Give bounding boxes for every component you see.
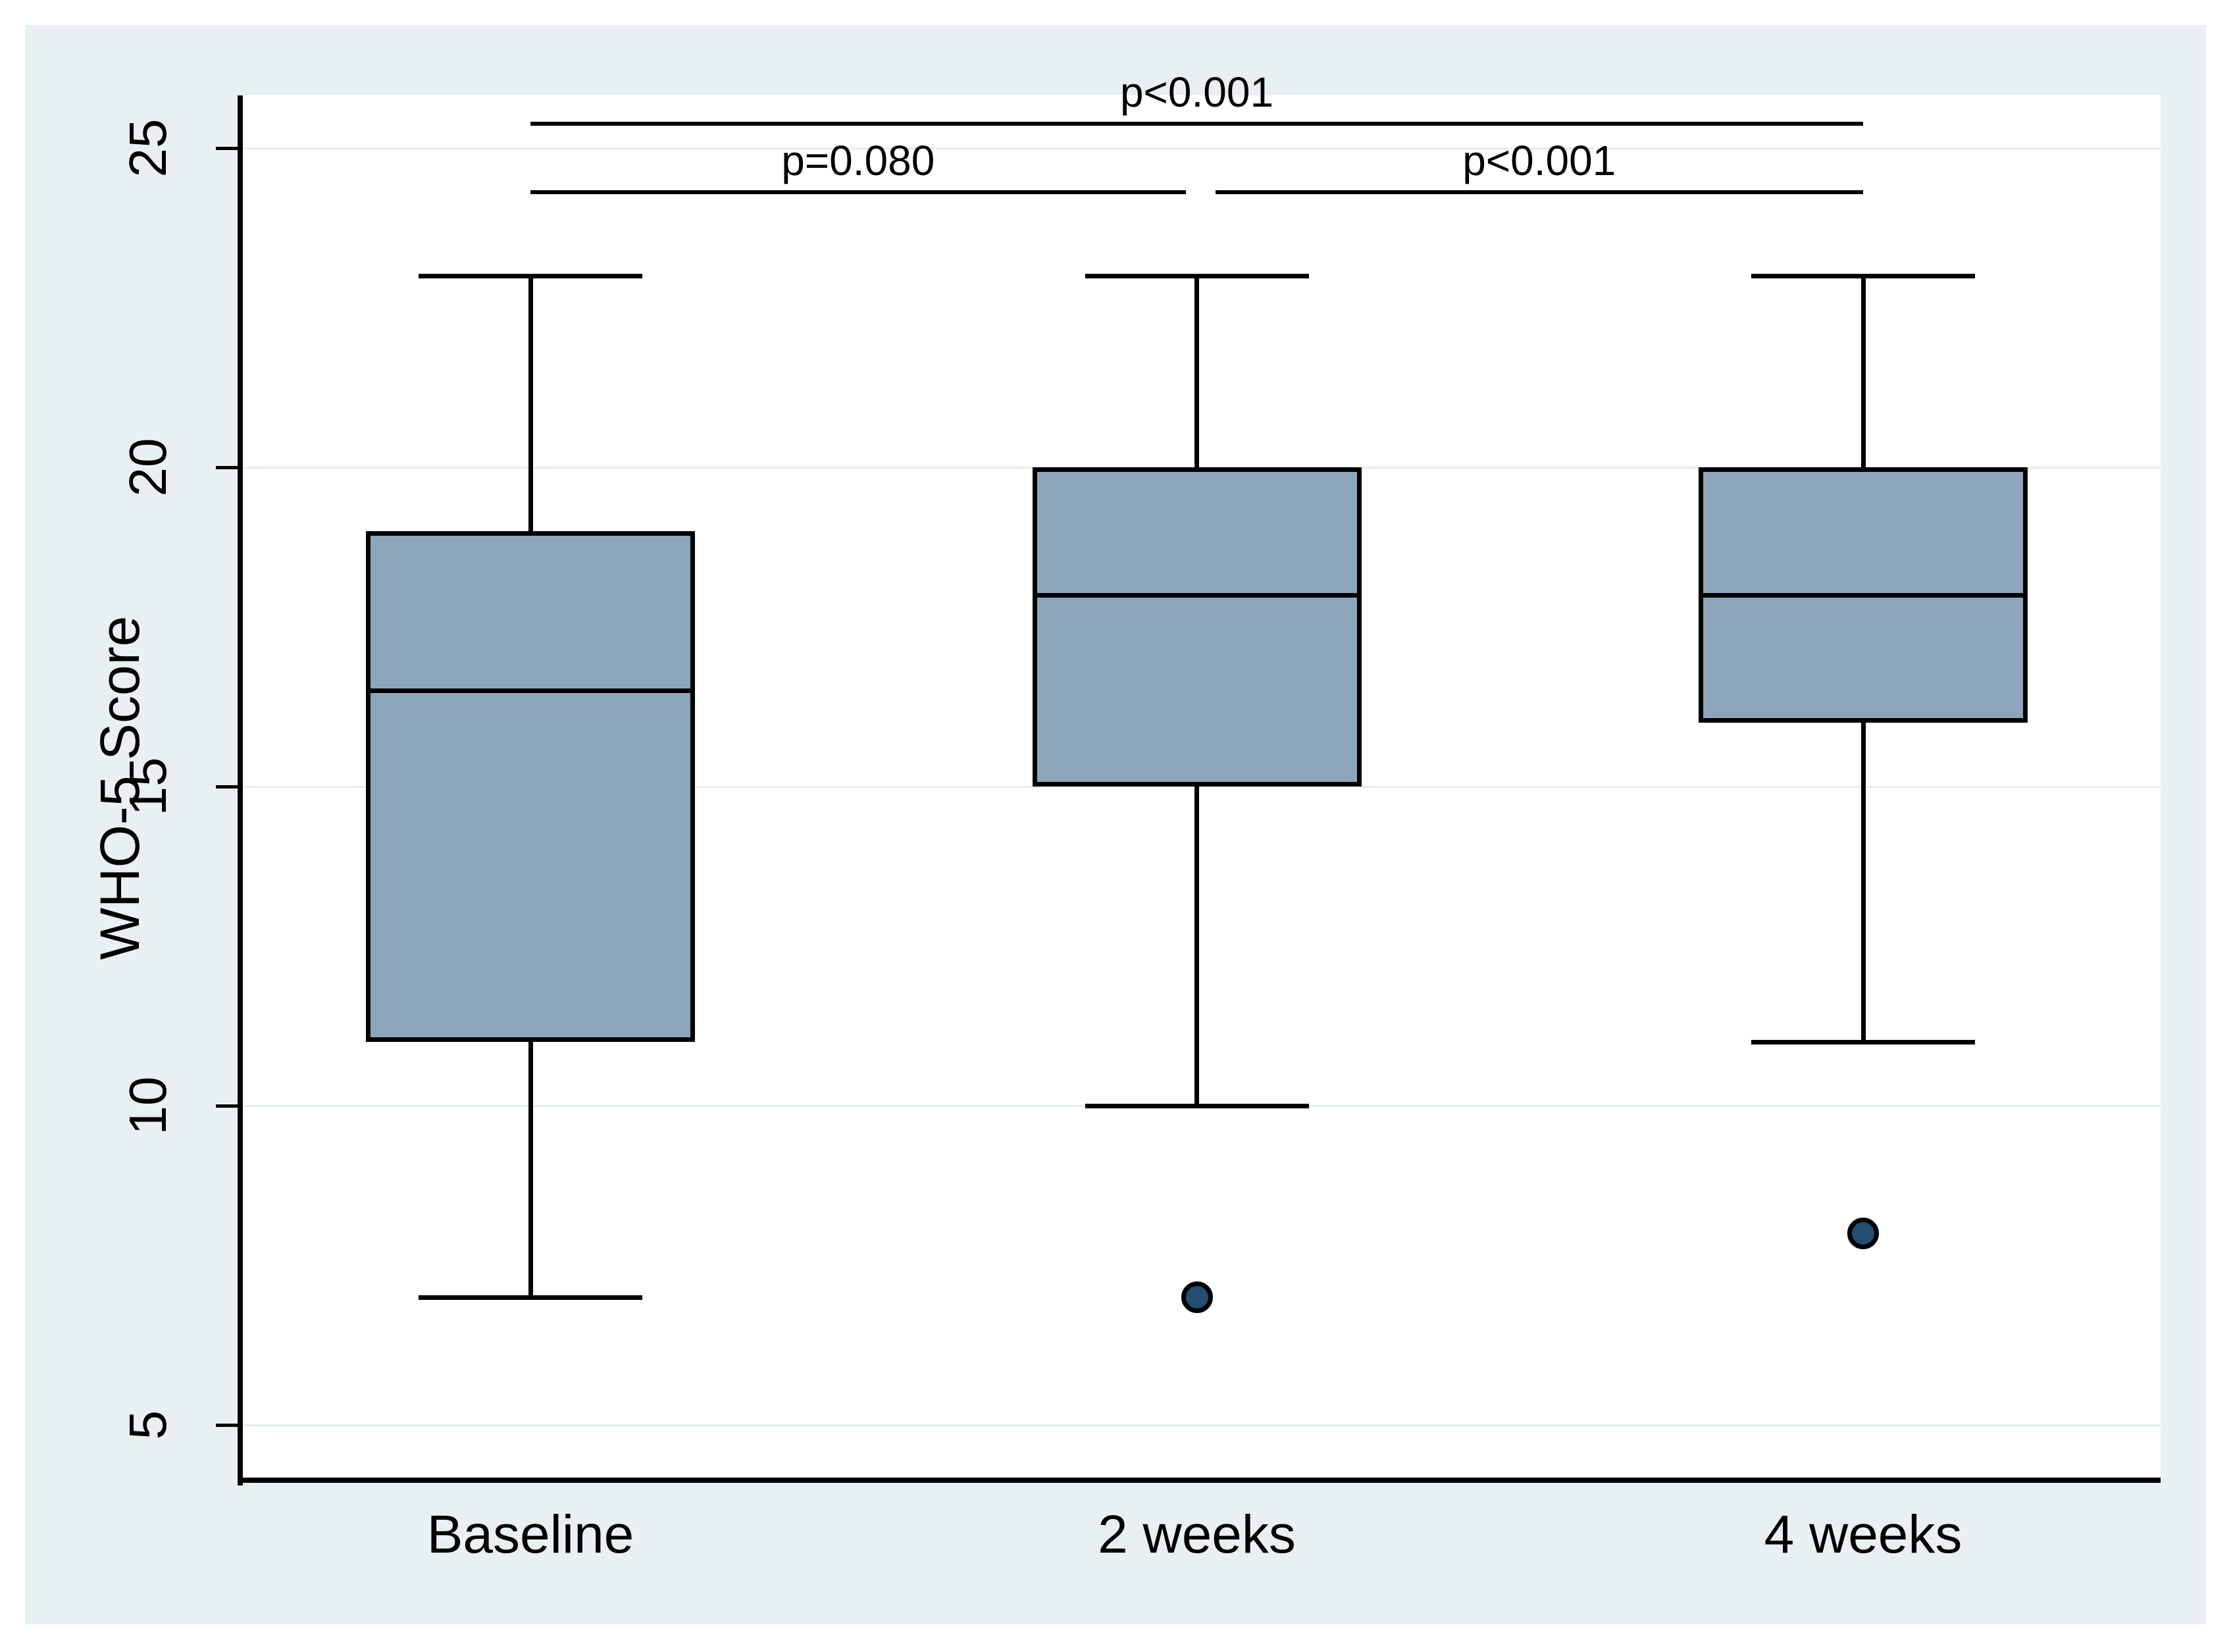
outlier-dot	[1181, 1281, 1213, 1313]
whisker-upper-cap	[419, 273, 642, 278]
x-axis-category-label: 2 weeks	[1098, 1505, 1296, 1564]
p-value-label: p=0.080	[781, 137, 935, 184]
x-axis-category-label: Baseline	[426, 1505, 634, 1564]
y-tick-label: 5	[118, 1410, 177, 1440]
median-line	[1699, 592, 2028, 598]
significance-bracket-line	[530, 190, 1186, 194]
y-tick-mark	[216, 465, 240, 469]
whisker-lower-stem	[1194, 787, 1199, 1106]
y-tick-label: 15	[118, 757, 177, 816]
whisker-upper-cap	[1751, 273, 1975, 278]
median-line	[1032, 592, 1362, 598]
figure-card: p<0.001 p=0.080 p<0.001 WHO-5 Score Baseli…	[25, 25, 2206, 1624]
y-tick-mark	[216, 1423, 240, 1427]
iqr-box	[1032, 467, 1362, 787]
y-axis-line	[238, 95, 243, 1485]
outlier-dot	[1847, 1218, 1879, 1249]
y-tick-mark	[216, 785, 240, 788]
whisker-lower-stem	[1860, 723, 1866, 1042]
whisker-upper-stem	[1860, 276, 1866, 467]
significance-bracket-line	[530, 122, 1863, 126]
gridline	[244, 1424, 2161, 1426]
whisker-upper-stem	[1194, 276, 1199, 467]
whisker-upper-stem	[528, 276, 533, 531]
p-value-label: p<0.001	[1119, 68, 1274, 116]
p-value-label: p<0.001	[1462, 137, 1616, 184]
iqr-box	[366, 531, 695, 1042]
y-tick-label: 20	[118, 438, 177, 497]
significance-bracket-line	[1215, 190, 1863, 194]
y-tick-label: 10	[118, 1076, 177, 1135]
x-axis-line	[238, 1478, 2161, 1483]
gridline	[244, 786, 2161, 788]
whisker-lower-stem	[528, 1042, 533, 1297]
whisker-lower-cap	[1085, 1103, 1309, 1108]
median-line	[366, 688, 695, 693]
y-tick-mark	[216, 1104, 240, 1108]
whisker-lower-cap	[1751, 1039, 1975, 1045]
gridline	[244, 147, 2161, 149]
x-axis-category-label: 4 weeks	[1764, 1505, 1962, 1564]
plot-area: p<0.001 p=0.080 p<0.001	[240, 71, 2161, 1480]
y-tick-label: 25	[118, 118, 177, 178]
whisker-lower-cap	[419, 1295, 642, 1300]
whisker-upper-cap	[1085, 273, 1309, 278]
y-tick-mark	[216, 146, 240, 150]
